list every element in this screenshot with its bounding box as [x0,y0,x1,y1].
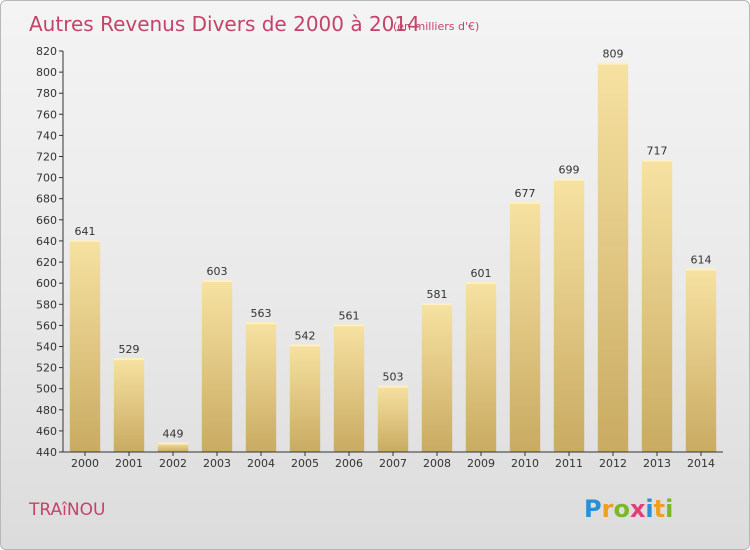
y-tick-label-500: 500 [36,383,57,396]
y-tick-label-440: 440 [36,446,57,459]
value-label-2010: 677 [515,187,536,200]
y-tick-label-640: 640 [36,235,57,248]
proxiti-logo: Proxiti [584,495,673,523]
value-label-2012: 809 [603,48,624,61]
bar-2011 [553,178,585,452]
bar-2012 [597,62,629,452]
bar-2000 [69,239,101,452]
x-tick-label-2007: 2007 [379,457,407,470]
y-tick-label-560: 560 [36,319,57,332]
bar-2002 [157,442,189,452]
logo-letter: o [613,495,630,523]
value-label-2011: 699 [559,164,580,177]
bar-2006 [333,324,365,452]
y-tick-label-720: 720 [36,151,57,164]
bar-2001 [113,358,145,452]
x-tick-label-2012: 2012 [599,457,627,470]
y-tick-label-740: 740 [36,129,57,142]
bar-2004 [245,322,277,452]
bar-highlight-2001 [113,358,145,361]
value-label-2014: 614 [691,253,712,266]
bar-highlight-2000 [69,239,101,242]
commune-name: TRAîNOU [28,500,105,520]
x-tick-label-2006: 2006 [335,457,363,470]
x-tick-label-2014: 2014 [687,457,715,470]
bar-highlight-2010 [509,201,541,204]
value-label-2002: 449 [163,428,184,441]
y-tick-label-580: 580 [36,298,57,311]
bar-highlight-2014 [685,268,717,271]
x-tick-label-2002: 2002 [159,457,187,470]
value-label-2006: 561 [339,309,360,322]
x-tick-label-2009: 2009 [467,457,495,470]
y-tick-label-820: 820 [36,45,57,58]
y-tick-label-780: 780 [36,87,57,100]
value-label-2007: 503 [383,371,404,384]
bar-highlight-2012 [597,62,629,65]
value-label-2001: 529 [119,343,140,356]
plot-area: 641 2000 529 2001 449 2002 603 2003 563 2004 542 20… [36,45,723,470]
bar-2009 [465,282,497,452]
bar-highlight-2007 [377,385,409,388]
x-tick-label-2011: 2011 [555,457,583,470]
logo-letter: t [654,495,665,523]
value-label-2004: 563 [251,307,272,320]
bar-highlight-2002 [157,442,189,445]
y-tick-label-700: 700 [36,172,57,185]
x-tick-label-2013: 2013 [643,457,671,470]
y-tick-label-660: 660 [36,214,57,227]
x-tick-label-2005: 2005 [291,457,319,470]
value-label-2013: 717 [647,145,668,158]
bar-2014 [685,268,717,452]
bar-2005 [289,344,321,452]
bar-highlight-2008 [421,303,453,306]
bar-highlight-2003 [201,280,233,282]
y-tick-label-760: 760 [36,108,57,121]
y-tick-label-460: 460 [36,425,57,438]
y-tick-label-480: 480 [36,404,57,417]
bar-highlight-2013 [641,159,673,162]
y-tick-label-800: 800 [36,66,57,79]
logo-letter: x [630,495,646,523]
y-tick-label-540: 540 [36,341,57,354]
bar-highlight-2009 [465,282,497,285]
value-label-2009: 601 [471,267,492,280]
y-tick-label-620: 620 [36,256,57,269]
chart-title: Autres Revenus Divers de 2000 à 2014 [29,12,420,36]
y-tick-label-520: 520 [36,362,57,375]
bar-2010 [509,201,541,452]
value-label-2005: 542 [295,329,316,342]
bar-2008 [421,303,453,452]
x-tick-label-2001: 2001 [115,457,143,470]
bar-highlight-2004 [245,322,277,325]
bar-highlight-2011 [553,178,585,181]
x-tick-label-2000: 2000 [71,457,99,470]
logo-letter: i [645,495,653,523]
y-tick-label-600: 600 [36,277,57,290]
y-tick-label-680: 680 [36,193,57,206]
value-label-2003: 603 [207,265,228,278]
logo-letter: P [584,495,602,523]
bar-highlight-2006 [333,324,365,327]
x-tick-label-2008: 2008 [423,457,451,470]
x-tick-label-2004: 2004 [247,457,275,470]
x-tick-label-2003: 2003 [203,457,231,470]
bar-2003 [201,280,233,452]
logo-letter: i [665,495,673,523]
bar-2007 [377,385,409,452]
bar-highlight-2005 [289,344,321,347]
x-tick-label-2010: 2010 [511,457,539,470]
bar-2013 [641,159,673,452]
value-label-2008: 581 [427,288,448,301]
logo-letter: r [602,495,614,523]
chart-subtitle: (en milliers d'€) [393,20,479,33]
value-label-2000: 641 [75,225,96,238]
